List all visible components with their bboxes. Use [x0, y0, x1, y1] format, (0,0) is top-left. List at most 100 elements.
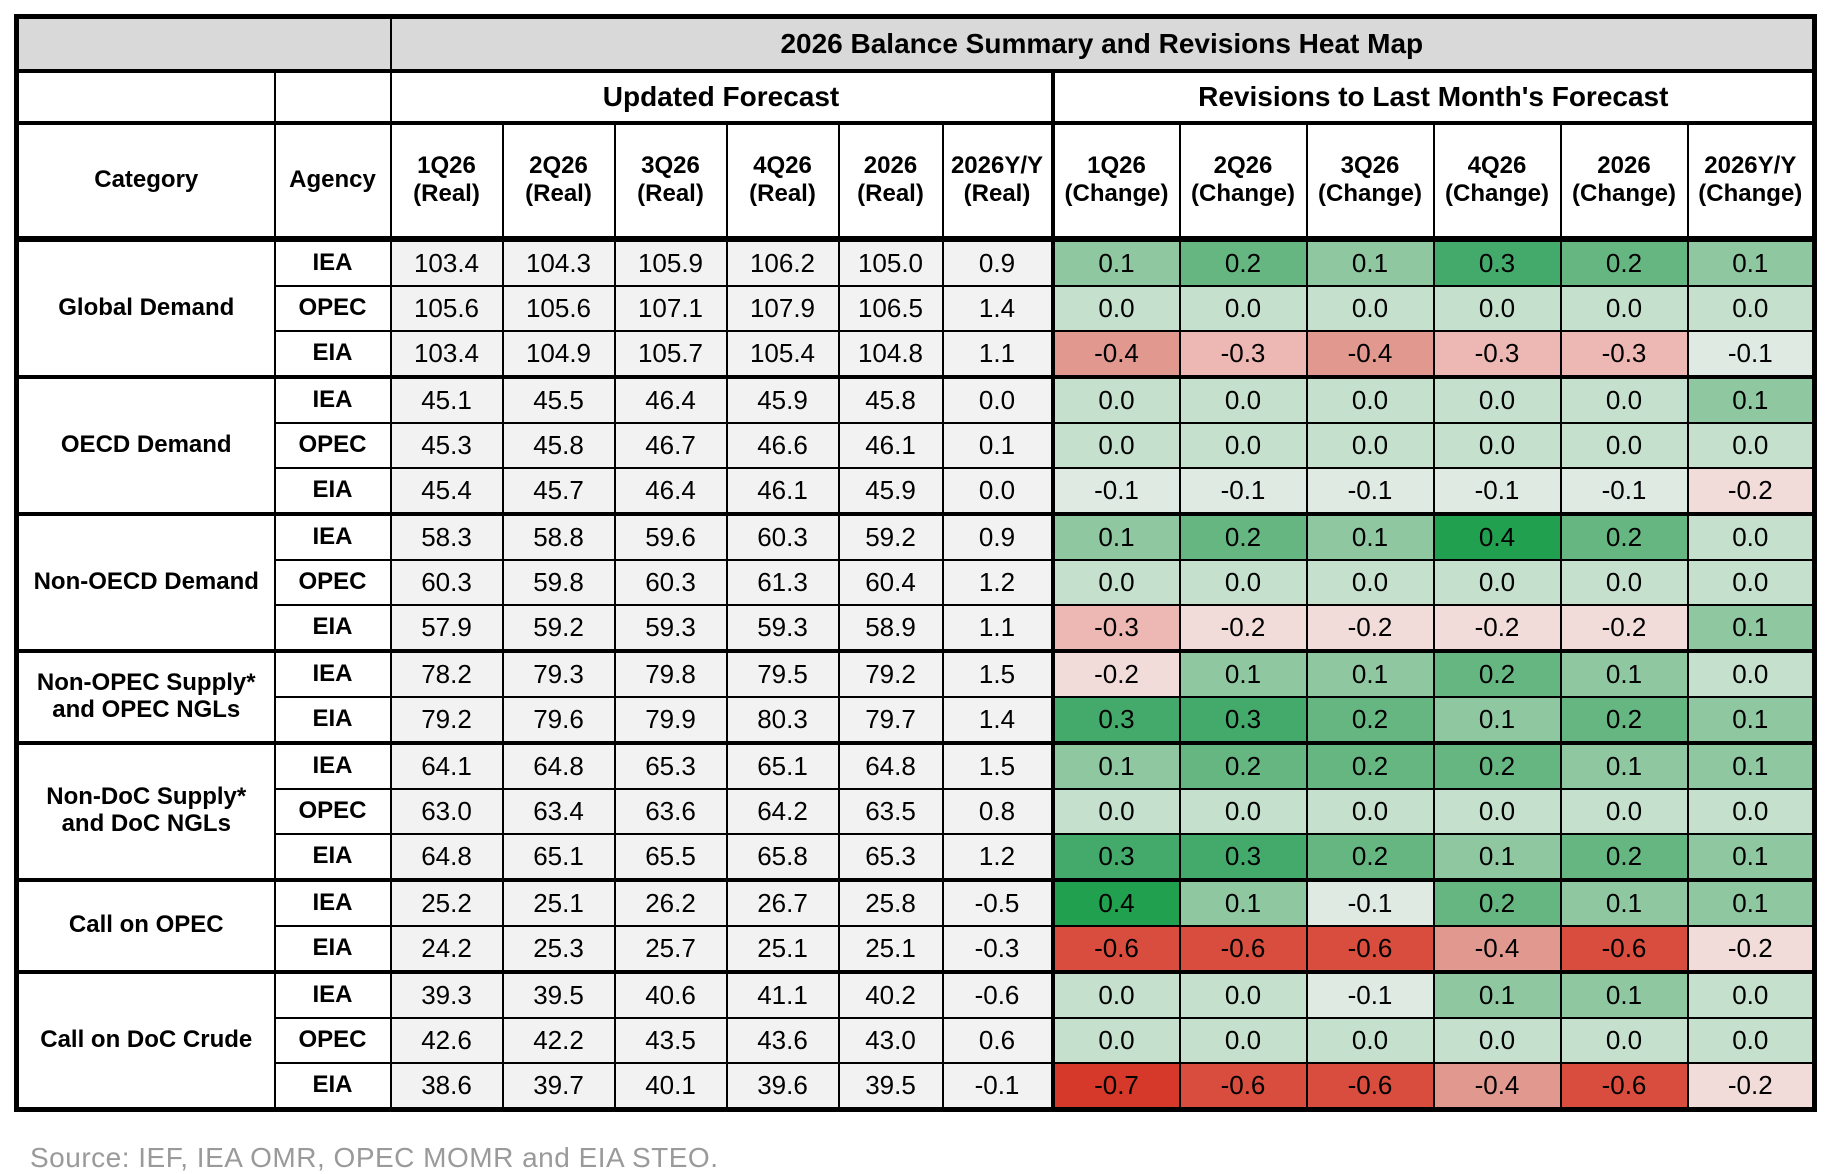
agency-cell: EIA [273, 924, 392, 973]
change-heatmap-cell: 0.1 [1559, 740, 1689, 790]
real-value-cell: 79.9 [613, 695, 728, 744]
column-header-row: Category Agency 1Q26 (Real) 2Q26 (Real) 3Q26… [15, 121, 1816, 242]
change-heatmap-cell: -0.2 [1178, 603, 1308, 652]
real-value-cell: 45.5 [501, 374, 616, 424]
change-heatmap-cell: 0.1 [1432, 695, 1562, 744]
real-value-cell: 59.6 [613, 511, 728, 561]
real-value-cell: 46.4 [613, 466, 728, 515]
table-row: EIA 64.8 65.1 65.5 65.8 65.3 1.2 0.3 0.3 0.2 0.1 0.… [17, 832, 1816, 881]
real-value-cell: 0.9 [941, 511, 1055, 561]
table-row: Non-DoC Supply* and DoC NGLs IEA 64.1 64.8 6… [15, 740, 1816, 881]
col-header-bottom-label: (Change) [1318, 180, 1422, 207]
col-header-bottom-label: (Change) [1572, 180, 1676, 207]
col-header-bottom-label: (Change) [1191, 180, 1295, 207]
real-value-cell: 25.7 [613, 924, 728, 973]
real-value-cell: 39.3 [389, 969, 504, 1019]
real-value-cell: 61.3 [725, 558, 840, 606]
table-row: OPEC 105.6 105.6 107.1 107.9 106.5 1.4 0.0 0.0 0.… [17, 284, 1816, 332]
real-value-cell: 26.2 [613, 877, 728, 927]
real-value-cell: 38.6 [389, 1061, 504, 1110]
real-value-cell: 46.1 [837, 421, 944, 469]
real-value-cell: 0.9 [941, 236, 1055, 287]
agency-cell: EIA [273, 466, 392, 515]
change-heatmap-cell: 0.1 [1686, 832, 1816, 881]
table-row: OPEC 45.3 45.8 46.7 46.6 46.1 0.1 0.0 0.0 0.0 0.0 0… [17, 421, 1816, 469]
change-heatmap-cell: 0.0 [1432, 284, 1562, 332]
source-note: Source: IEF, IEA OMR, OPEC MOMR and EIA … [30, 1142, 719, 1173]
change-heatmap-cell: 0.0 [1305, 787, 1435, 835]
col-header-top-label: 1Q26 [417, 151, 476, 179]
real-value-cell: 24.2 [389, 924, 504, 973]
change-heatmap-cell: 0.0 [1686, 284, 1816, 332]
category-cell: OECD Demand [15, 374, 276, 515]
change-heatmap-cell: 0.4 [1051, 877, 1181, 927]
real-value-cell: 105.7 [613, 329, 728, 378]
col-header-bottom-label: (Real) [525, 180, 592, 207]
agency-cell: EIA [273, 1061, 392, 1110]
agency-cell: OPEC [273, 787, 392, 835]
change-heatmap-cell: 0.0 [1051, 787, 1181, 835]
real-value-cell: 39.5 [501, 969, 616, 1019]
change-heatmap-cell: 0.1 [1559, 969, 1689, 1019]
change-heatmap-cell: -0.6 [1178, 924, 1308, 973]
real-value-cell: 64.2 [725, 787, 840, 835]
col-header-top-label: 2026 [1597, 151, 1651, 179]
real-value-cell: 1.5 [941, 740, 1055, 790]
change-heatmap-cell: -0.6 [1051, 924, 1181, 973]
agency-cell: OPEC [273, 558, 392, 606]
change-heatmap-cell: -0.6 [1305, 1061, 1435, 1110]
real-value-cell: 45.3 [389, 421, 504, 469]
change-heatmap-cell: 0.1 [1686, 236, 1816, 287]
col-header-bottom-label: (Change) [1445, 180, 1549, 207]
real-value-cell: 59.8 [501, 558, 616, 606]
real-value-cell: 1.4 [941, 695, 1055, 744]
band-spacer-agency [273, 69, 392, 125]
change-heatmap-cell: -0.2 [1686, 466, 1816, 515]
change-heatmap-cell: 0.0 [1559, 374, 1689, 424]
real-value-cell: 80.3 [725, 695, 840, 744]
real-value-cell: 45.1 [389, 374, 504, 424]
real-value-cell: 105.0 [837, 236, 944, 287]
col-header-top-label: 1Q26 [1087, 151, 1146, 179]
change-heatmap-cell: 0.2 [1178, 511, 1308, 561]
change-heatmap-cell: -0.4 [1305, 329, 1435, 378]
change-heatmap-cell: -0.1 [1559, 466, 1689, 515]
change-heatmap-cell: 0.0 [1051, 969, 1181, 1019]
col-header-top-label: 3Q26 [1340, 151, 1400, 179]
change-heatmap-cell: 0.0 [1051, 374, 1181, 424]
change-heatmap-cell: -0.4 [1432, 924, 1562, 973]
real-value-cell: 1.5 [941, 648, 1055, 698]
col-header-top-label: 2026Y/Y [1704, 151, 1797, 179]
real-value-cell: 25.1 [837, 924, 944, 973]
real-value-cell: 59.3 [613, 603, 728, 652]
agency-cell: IEA [273, 236, 392, 287]
change-heatmap-cell: 0.1 [1051, 511, 1181, 561]
real-value-cell: 104.9 [501, 329, 616, 378]
real-value-cell: 41.1 [725, 969, 840, 1019]
change-heatmap-cell: -0.4 [1051, 329, 1181, 378]
change-heatmap-cell: 0.2 [1559, 511, 1689, 561]
change-heatmap-cell: -0.2 [1559, 603, 1689, 652]
real-value-cell: 103.4 [389, 236, 504, 287]
change-heatmap-cell: 0.2 [1432, 877, 1562, 927]
real-value-cell: 42.6 [389, 1016, 504, 1064]
change-heatmap-cell: 0.2 [1178, 236, 1308, 287]
real-value-cell: 45.4 [389, 466, 504, 515]
col-header-2026yy-real: 2026Y/Y (Real) [941, 121, 1055, 242]
change-heatmap-cell: -0.3 [1559, 329, 1689, 378]
real-value-cell: 65.1 [501, 832, 616, 881]
section-band-row: Updated Forecast Revisions to Last Month… [15, 69, 1816, 125]
change-heatmap-cell: -0.3 [1051, 603, 1181, 652]
change-heatmap-cell: 0.0 [1051, 1016, 1181, 1064]
change-heatmap-cell: 0.0 [1432, 787, 1562, 835]
change-heatmap-cell: 0.1 [1432, 832, 1562, 881]
real-value-cell: 46.7 [613, 421, 728, 469]
change-heatmap-cell: 0.1 [1686, 740, 1816, 790]
table-title: 2026 Balance Summary and Revisions Heat … [389, 15, 1816, 73]
agency-cell: IEA [273, 511, 392, 561]
change-heatmap-cell: 0.1 [1178, 648, 1308, 698]
real-value-cell: 105.6 [501, 284, 616, 332]
change-heatmap-cell: 0.2 [1559, 832, 1689, 881]
category-cell: Call on DoC Crude [15, 969, 276, 1110]
real-value-cell: 25.1 [501, 877, 616, 927]
